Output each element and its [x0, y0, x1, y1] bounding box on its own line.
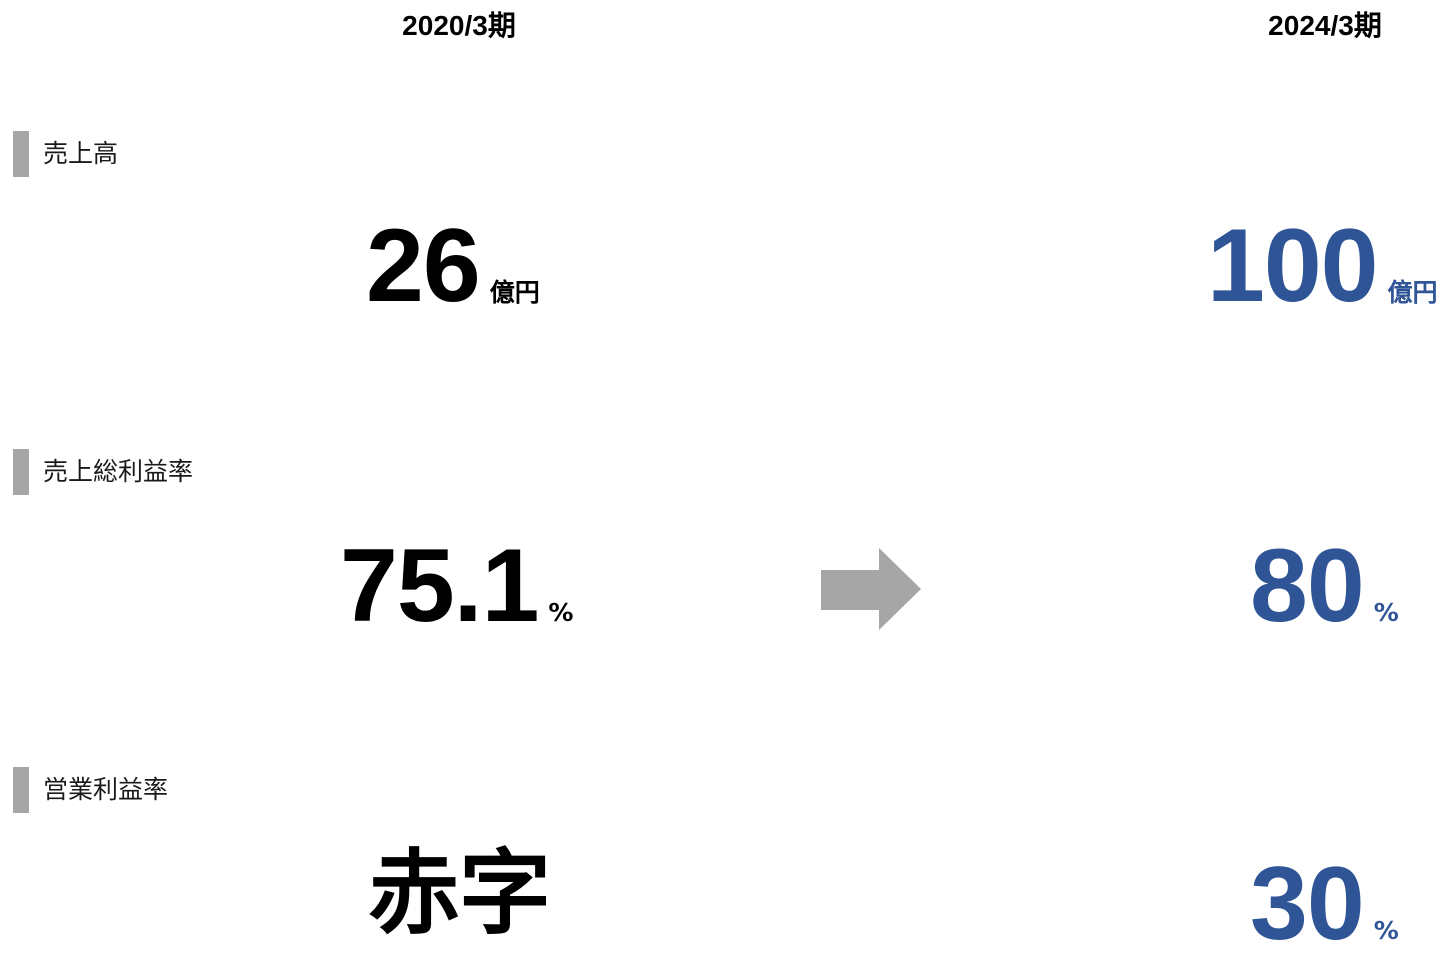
label-bar	[13, 131, 29, 177]
value-number: 26	[366, 208, 481, 324]
value-number: 30	[1250, 846, 1365, 962]
operating-margin-before-value: 赤字	[368, 840, 551, 947]
value-unit: %	[1373, 598, 1399, 627]
gross-margin-after-value: 80 %	[1250, 534, 1399, 638]
period-header-before: 2020/3期	[402, 10, 516, 41]
revenue-after-value: 100 億円	[1207, 214, 1438, 318]
value-unit: %	[1373, 916, 1399, 945]
metric-label-text: 営業利益率	[43, 775, 169, 804]
value-unit: 億円	[1387, 278, 1438, 307]
metric-label-operating-margin: 営業利益率	[13, 767, 168, 813]
gross-margin-before-value: 75.1 %	[340, 534, 573, 638]
value-number: 80	[1250, 528, 1365, 644]
metric-label-revenue: 売上高	[13, 131, 118, 177]
value-number: 赤字	[368, 840, 551, 947]
metric-label-text: 売上高	[43, 139, 119, 168]
label-bar	[13, 449, 29, 495]
period-header-after: 2024/3期	[1268, 10, 1382, 41]
value-unit: 億円	[489, 278, 540, 307]
value-unit: %	[548, 598, 574, 627]
label-bar	[13, 767, 29, 813]
value-number: 100	[1207, 208, 1379, 324]
operating-margin-after-value: 30 %	[1250, 852, 1399, 956]
right-arrow-icon	[821, 548, 921, 630]
metric-label-gross-margin: 売上総利益率	[13, 449, 193, 495]
revenue-before-value: 26 億円	[366, 214, 540, 318]
metric-label-text: 売上総利益率	[43, 457, 194, 486]
value-number: 75.1	[340, 528, 539, 644]
